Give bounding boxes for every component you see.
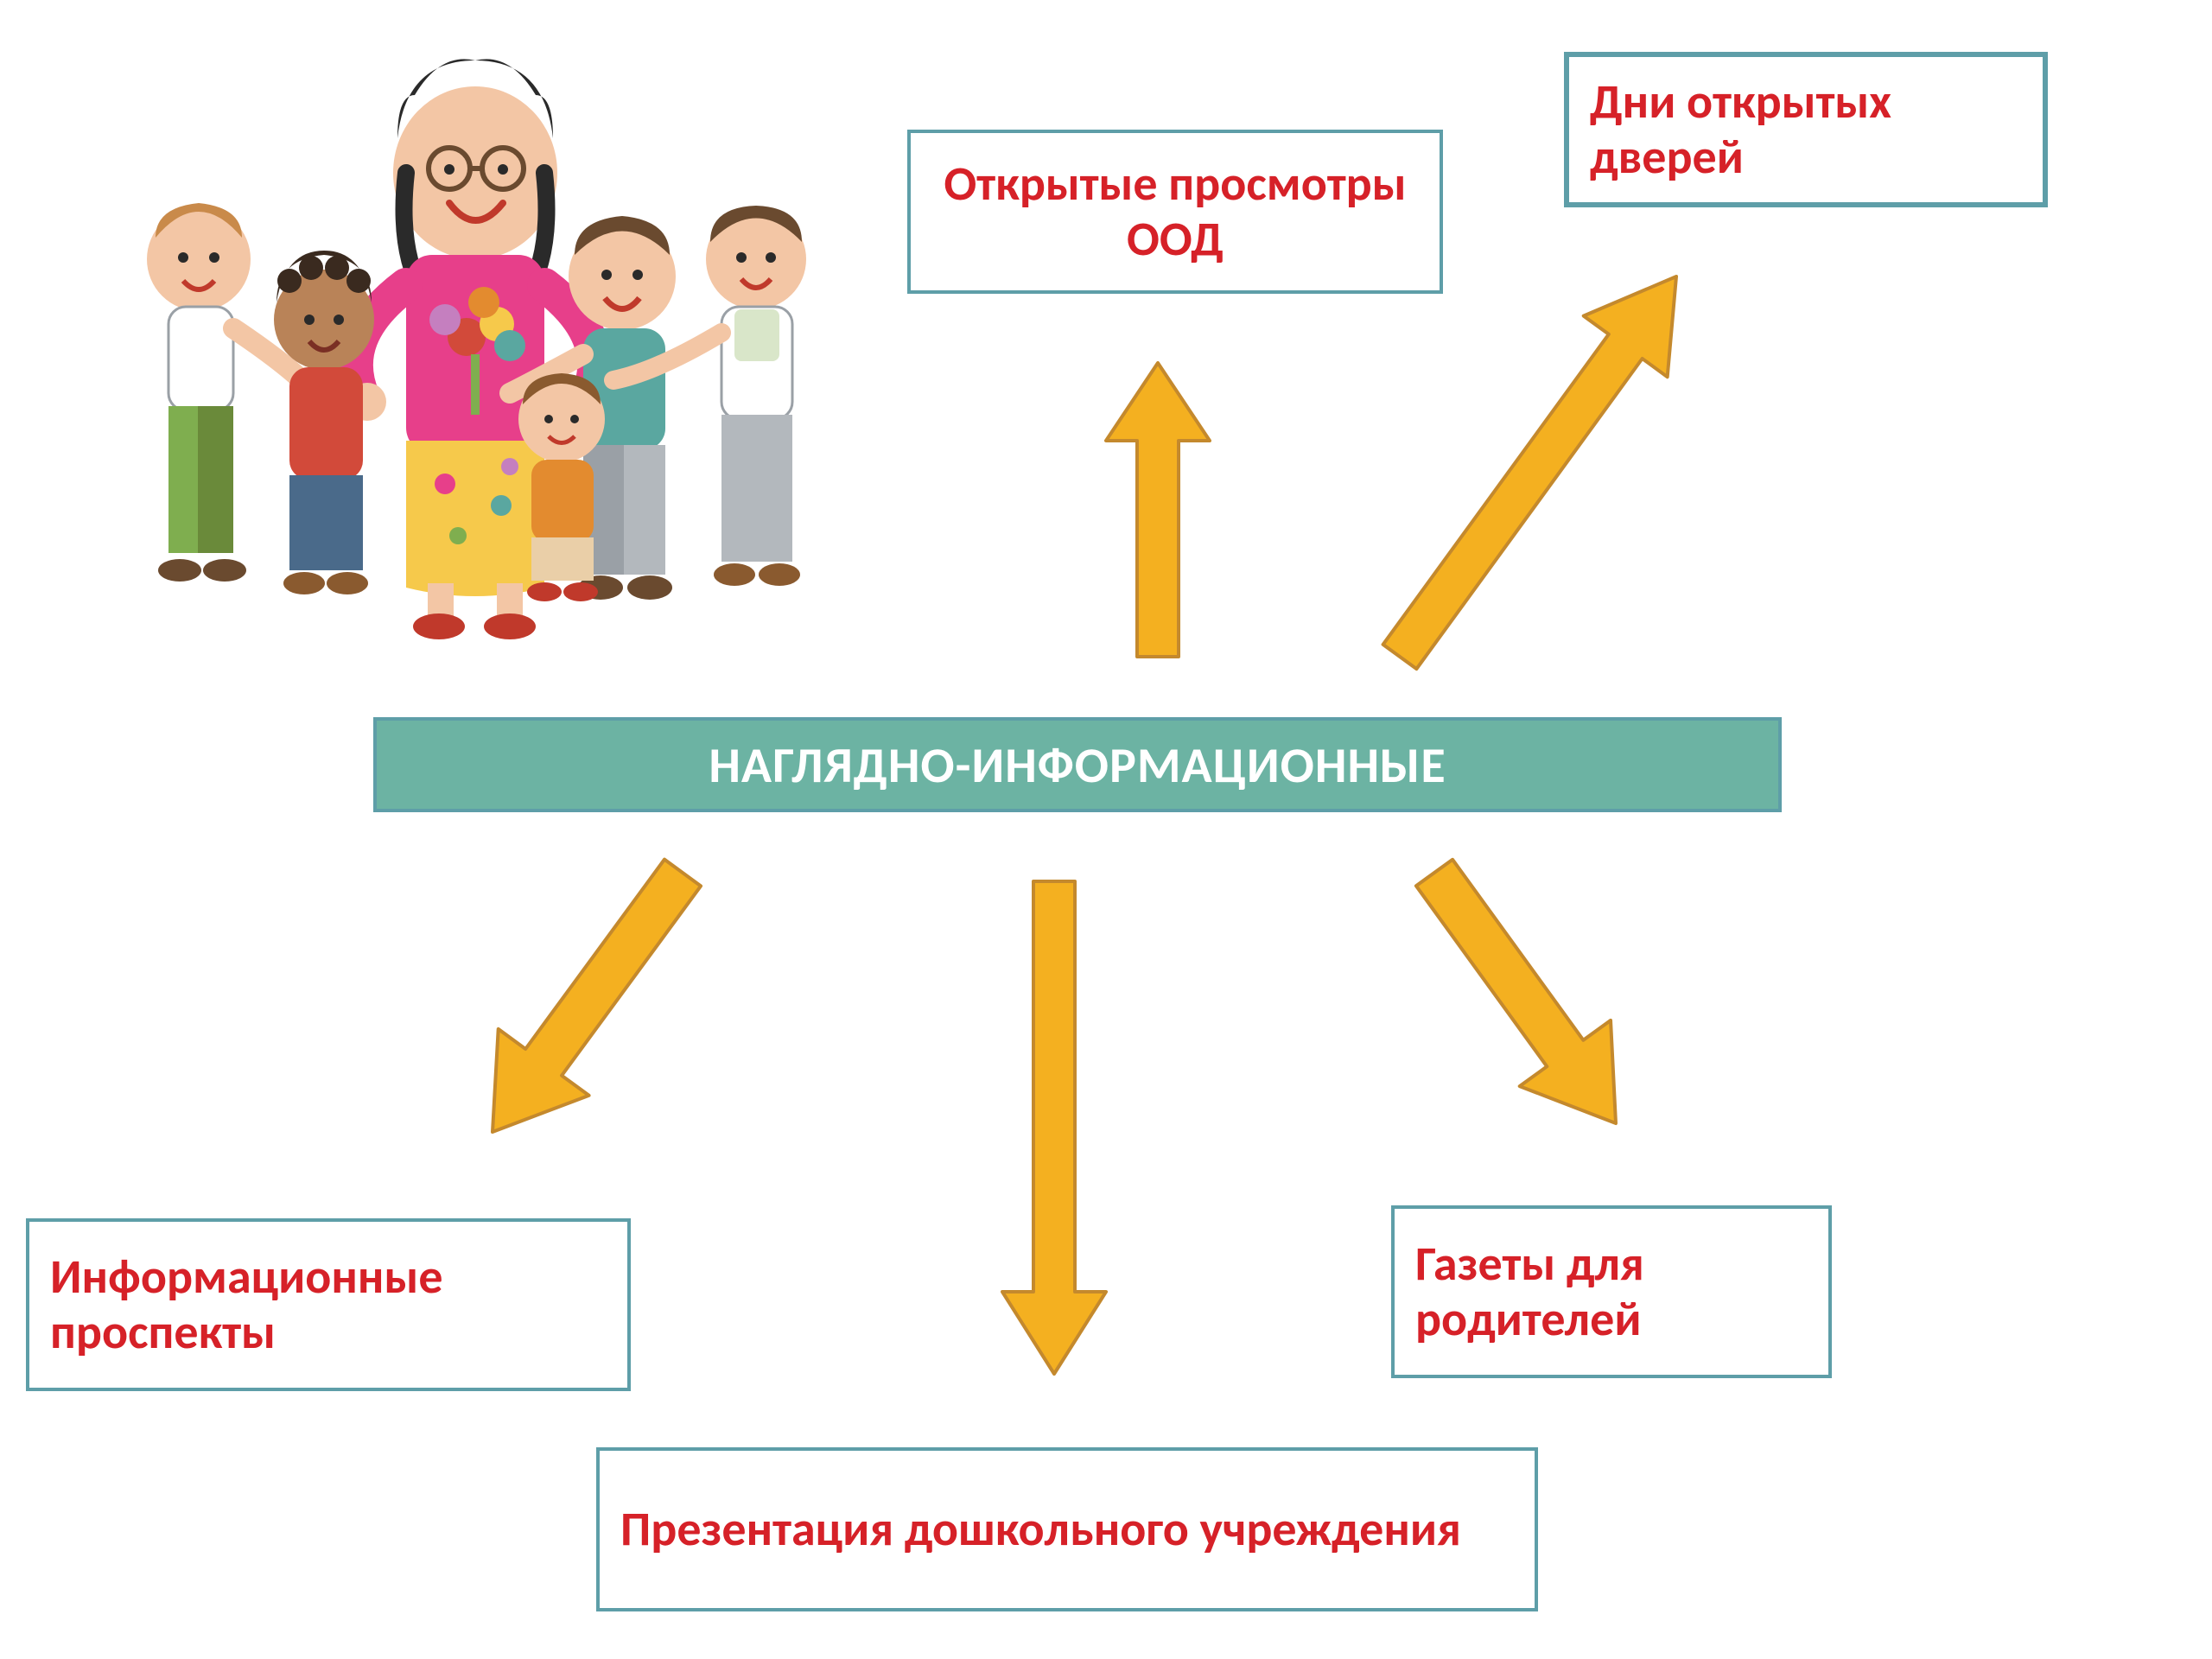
arrow-to-open-views [1106, 363, 1210, 657]
leaf-info-prospects-text: Информационные проспекты [50, 1249, 607, 1361]
leaf-open-views: Открытые просмотры ООД [907, 130, 1443, 294]
leaf-presentation: Презентация дошкольного учреждения [596, 1447, 1538, 1611]
teacher-children-illustration [104, 35, 847, 657]
leaf-newspapers-text: Газеты для родителей [1415, 1236, 1808, 1348]
arrow-to-newspapers [1416, 860, 1616, 1123]
leaf-info-prospects: Информационные проспекты [26, 1218, 631, 1391]
center-title-text: НАГЛЯДНО-ИНФОРМАЦИОННЫЕ [709, 734, 1446, 796]
leaf-newspapers: Газеты для родителей [1391, 1205, 1832, 1378]
arrow-to-presentation [1002, 881, 1106, 1374]
arrow-to-prospects [493, 860, 701, 1132]
leaf-open-doors: Дни открытых дверей [1564, 52, 2048, 207]
leaf-open-views-text: Открытые просмотры ООД [931, 156, 1419, 268]
leaf-open-doors-text: Дни открытых дверей [1590, 74, 2022, 186]
center-title-box: НАГЛЯДНО-ИНФОРМАЦИОННЫЕ [373, 717, 1782, 812]
arrow-to-open-doors [1383, 276, 1676, 669]
leaf-presentation-text: Презентация дошкольного учреждения [620, 1502, 1461, 1557]
